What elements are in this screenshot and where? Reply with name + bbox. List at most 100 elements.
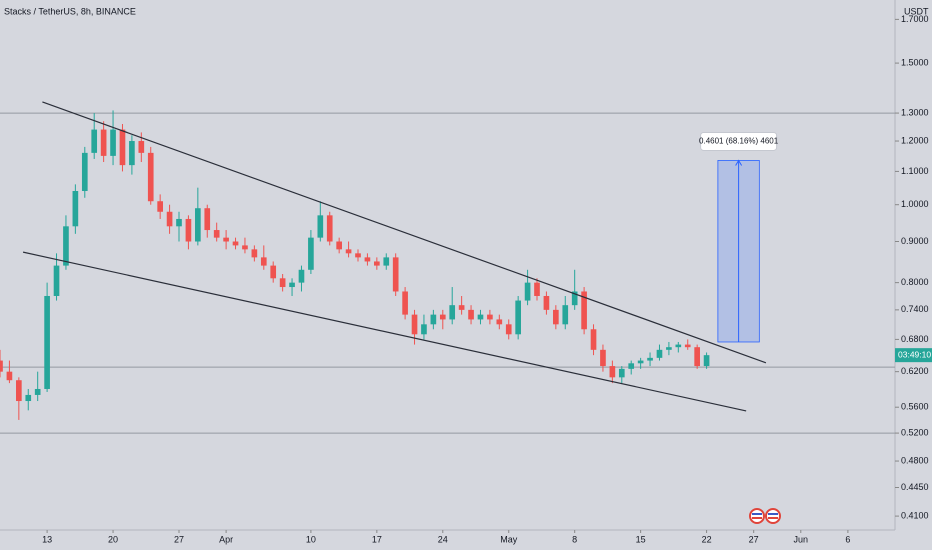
candle-body — [270, 265, 277, 279]
candle-body — [176, 218, 182, 227]
candle-body — [166, 211, 173, 227]
trend-line — [22, 251, 747, 412]
candle-body — [600, 349, 606, 367]
candle-body — [81, 152, 88, 192]
x-tick-label: 15 — [636, 534, 646, 544]
x-tick-label: May — [500, 534, 518, 544]
candle-body — [317, 215, 324, 238]
candle-body — [91, 129, 98, 153]
y-tick-label: 0.8000 — [901, 277, 929, 287]
candle-body — [581, 291, 587, 330]
y-tick-label: 0.5200 — [901, 427, 929, 437]
candle-body — [185, 218, 192, 242]
candle-body — [656, 349, 663, 358]
x-tick-label: 27 — [174, 534, 184, 544]
candle-body — [298, 269, 305, 283]
candle-body — [543, 295, 550, 310]
candle-body — [534, 282, 540, 296]
y-tick-label: 0.4450 — [901, 482, 929, 492]
y-tick-label: 1.1000 — [901, 166, 929, 176]
y-tick-label: 0.4800 — [901, 455, 929, 465]
candle-body — [477, 314, 484, 320]
measure-arrow-head — [735, 159, 743, 166]
x-tick-label: 27 — [749, 534, 759, 544]
candle-body — [439, 314, 446, 320]
event-icon — [765, 508, 781, 524]
measure-label: 0.4601 (68.16%) 4601 — [699, 137, 779, 146]
y-tick-label: 1.0000 — [901, 199, 929, 209]
candle-body — [571, 291, 578, 306]
candle-body — [524, 282, 531, 301]
candle-body — [355, 253, 361, 258]
candle-body — [195, 208, 201, 242]
candle-body — [647, 357, 653, 361]
candle-body — [100, 129, 107, 156]
candle-body — [0, 360, 3, 372]
y-tick-label: 0.6200 — [901, 366, 929, 376]
x-tick-label: 20 — [108, 534, 118, 544]
candle-body — [392, 257, 399, 292]
candle-body — [16, 380, 22, 402]
x-tick-label: 17 — [372, 534, 382, 544]
candle-body — [487, 314, 493, 320]
x-tick-label: 13 — [42, 534, 52, 544]
candle-body — [628, 363, 635, 369]
candle-body — [242, 245, 248, 250]
candle-body — [204, 208, 211, 231]
candle-body — [364, 257, 371, 262]
candle-body — [496, 319, 503, 325]
price-label: 03:49:10 — [898, 349, 931, 359]
candle-body — [25, 394, 32, 402]
candle-body — [675, 344, 682, 348]
candle-body — [666, 347, 672, 350]
candle-body — [110, 129, 116, 156]
candle-body — [345, 249, 352, 254]
candle-body — [449, 305, 456, 320]
candle-body — [684, 344, 691, 348]
y-tick-label: 1.5000 — [901, 57, 929, 67]
candle-body — [44, 295, 50, 389]
candle-body — [590, 329, 597, 350]
y-unit: USDT — [904, 6, 929, 16]
candle-body — [232, 241, 239, 246]
candle-body — [553, 309, 559, 325]
y-tick-label: 0.9000 — [901, 236, 929, 246]
y-tick-label: 1.7000 — [901, 14, 929, 24]
candle-body — [53, 265, 60, 296]
measure-label-box — [700, 131, 778, 151]
y-tick-label: 1.2000 — [901, 135, 929, 145]
y-tick-label: 1.3000 — [901, 107, 929, 117]
x-tick-label: Apr — [219, 534, 233, 544]
flag-stripe — [768, 517, 778, 519]
x-tick-label: 22 — [702, 534, 712, 544]
candle-body — [703, 355, 710, 367]
candle-body — [618, 368, 625, 378]
candle-body — [383, 257, 390, 266]
x-tick-label: Jun — [794, 534, 809, 544]
x-tick-label: 10 — [306, 534, 316, 544]
candle-body — [308, 237, 314, 270]
y-tick-label: 0.6800 — [901, 334, 929, 344]
trend-line — [42, 101, 767, 364]
candle-body — [694, 347, 700, 367]
candle-body — [289, 282, 295, 288]
candle-body — [223, 237, 229, 242]
flag-stripe — [768, 513, 778, 515]
y-tick-label: 0.5600 — [901, 402, 929, 412]
candle-body — [637, 360, 644, 364]
candle-body — [562, 305, 569, 325]
candle-body — [374, 261, 380, 266]
candle-body — [157, 201, 163, 212]
candle-body — [138, 141, 145, 153]
candle-body — [213, 230, 220, 238]
candle-body — [515, 300, 521, 335]
flag-stripe — [752, 513, 762, 515]
candle-body — [336, 241, 342, 250]
candle-body — [421, 324, 427, 335]
candle-body — [6, 371, 13, 381]
candle-body — [468, 309, 474, 320]
candle-body — [505, 324, 512, 335]
candle-body — [251, 249, 258, 258]
